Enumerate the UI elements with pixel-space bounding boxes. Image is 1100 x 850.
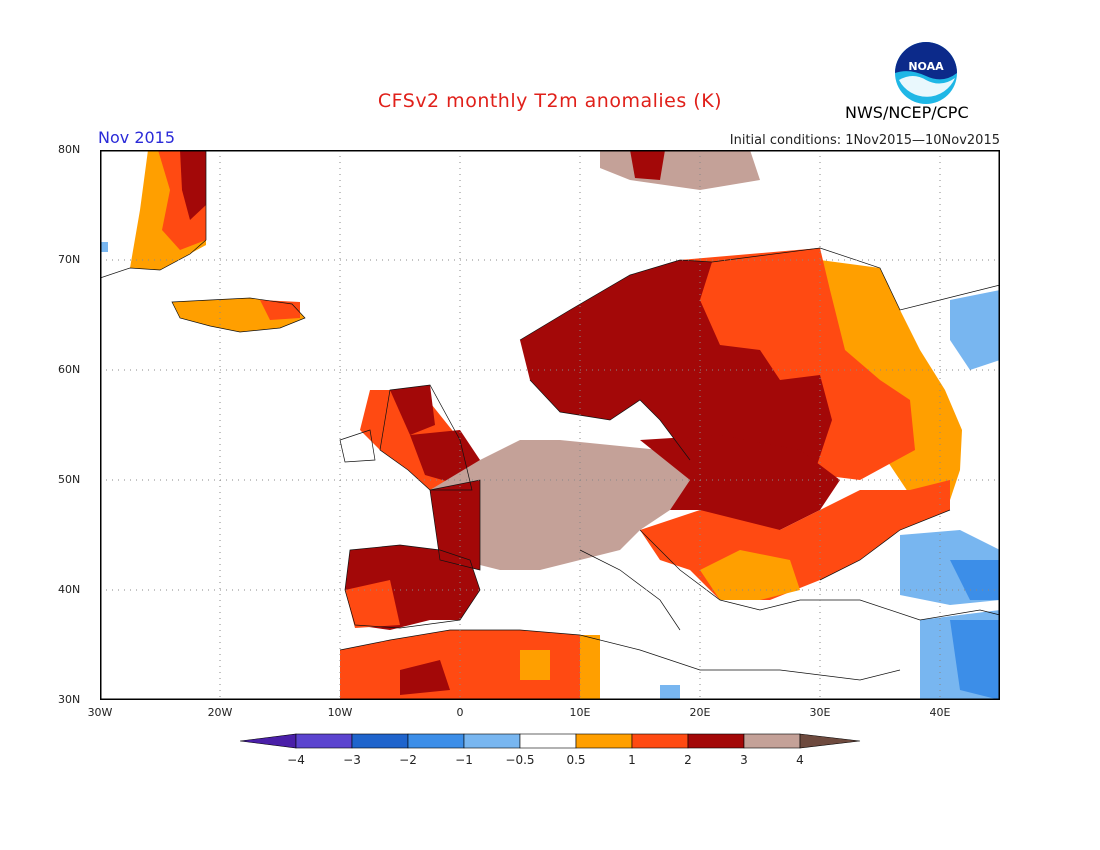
lon-label-20e: 20E <box>689 706 711 719</box>
lon-label-0: 0 <box>456 706 464 719</box>
lon-label-20w: 20W <box>207 706 233 719</box>
lat-label-60n: 60N <box>58 363 81 376</box>
map-frame <box>100 150 1000 700</box>
noaa-logo: NOAA <box>895 42 957 104</box>
lat-label-80n: 80N <box>58 143 81 156</box>
colorbar-label: −3 <box>343 753 361 767</box>
colorbar-arrow-low <box>240 733 297 749</box>
lon-label-30e: 30E <box>809 706 831 719</box>
lat-label-70n: 70N <box>58 253 81 266</box>
initial-conditions-label: Initial conditions: 1Nov2015—10Nov2015 <box>729 133 1000 148</box>
colorbar-label: 3 <box>740 753 748 767</box>
colorbar-arrow-high <box>799 733 861 749</box>
organization-label: NWS/NCEP/CPC <box>845 103 969 122</box>
colorbar-label: −0.5 <box>505 753 535 767</box>
colorbar-label: 1 <box>628 753 636 767</box>
anomaly-map <box>100 150 1000 700</box>
lat-label-40n: 40N <box>58 583 81 596</box>
lon-label-40e: 40E <box>929 706 951 719</box>
logo-text: NOAA <box>908 60 944 73</box>
lat-label-50n: 50N <box>58 473 81 486</box>
lon-label-10w: 10W <box>327 706 353 719</box>
colorbar-label: −1 <box>455 753 473 767</box>
lon-label-30w: 30W <box>87 706 113 719</box>
colorbar <box>240 733 861 749</box>
period-label: Nov 2015 <box>98 128 176 147</box>
lat-label-30n: 30N <box>58 693 81 706</box>
lon-label-10e: 10E <box>569 706 591 719</box>
colorbar-label: 2 <box>684 753 692 767</box>
graticule <box>100 150 1000 700</box>
coastlines <box>100 150 1000 681</box>
colorbar-label: 0.5 <box>566 753 586 767</box>
colorbar-label: −4 <box>287 753 305 767</box>
map-title: CFSv2 monthly T2m anomalies (K) <box>377 90 723 112</box>
anomaly-fields <box>100 150 1000 700</box>
colorbar-label: 4 <box>796 753 804 767</box>
colorbar-label: −2 <box>399 753 417 767</box>
